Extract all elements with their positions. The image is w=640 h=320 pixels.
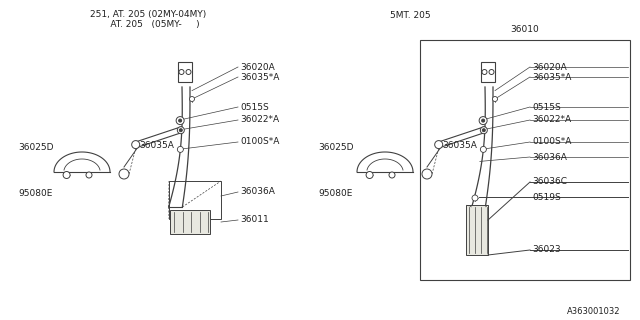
Circle shape <box>435 140 443 148</box>
Circle shape <box>86 172 92 178</box>
Text: 36020A: 36020A <box>532 62 567 71</box>
Text: 0100S*A: 0100S*A <box>240 138 280 147</box>
Text: 36036A: 36036A <box>532 153 567 162</box>
Circle shape <box>422 169 432 179</box>
Circle shape <box>482 69 487 75</box>
Circle shape <box>179 129 182 132</box>
Circle shape <box>493 97 497 101</box>
Circle shape <box>176 116 184 124</box>
Bar <box>170 210 210 234</box>
Circle shape <box>366 172 373 179</box>
Text: 36011: 36011 <box>240 215 269 225</box>
Circle shape <box>189 97 195 101</box>
Text: 36020A: 36020A <box>240 62 275 71</box>
Circle shape <box>177 127 184 134</box>
Text: 36023: 36023 <box>532 245 561 254</box>
Text: 36025D: 36025D <box>318 142 353 151</box>
Circle shape <box>179 119 182 122</box>
Text: AT. 205   (05MY-     ): AT. 205 (05MY- ) <box>96 20 200 28</box>
Circle shape <box>479 116 487 124</box>
Text: 0100S*A: 0100S*A <box>532 138 572 147</box>
Bar <box>178 62 192 82</box>
Circle shape <box>481 147 486 152</box>
Text: 0515S: 0515S <box>240 102 269 111</box>
Circle shape <box>480 127 487 134</box>
Text: 36025D: 36025D <box>18 142 54 151</box>
Circle shape <box>177 147 184 152</box>
Text: 5MT. 205: 5MT. 205 <box>390 11 431 20</box>
Text: 0515S: 0515S <box>532 102 561 111</box>
Text: A363001032: A363001032 <box>566 308 620 316</box>
Circle shape <box>63 172 70 179</box>
Text: 36022*A: 36022*A <box>240 116 279 124</box>
Text: 36035*A: 36035*A <box>532 73 572 82</box>
Text: 36022*A: 36022*A <box>532 116 571 124</box>
Circle shape <box>389 172 395 178</box>
Text: 36036A: 36036A <box>240 188 275 196</box>
Circle shape <box>186 69 191 75</box>
Bar <box>420 40 630 280</box>
Text: 0519S: 0519S <box>532 193 561 202</box>
Circle shape <box>483 129 485 132</box>
Text: 251, AT. 205 (02MY-04MY): 251, AT. 205 (02MY-04MY) <box>90 11 206 20</box>
Text: 36010: 36010 <box>511 26 540 35</box>
Bar <box>481 62 495 82</box>
Circle shape <box>179 69 184 75</box>
Circle shape <box>472 195 478 201</box>
Text: 95080E: 95080E <box>18 189 52 198</box>
Circle shape <box>132 140 140 148</box>
Circle shape <box>489 69 494 75</box>
Bar <box>466 205 488 255</box>
Circle shape <box>119 169 129 179</box>
Text: 95080E: 95080E <box>318 189 353 198</box>
Bar <box>169 181 221 219</box>
Text: 36036C: 36036C <box>532 178 567 187</box>
Circle shape <box>482 119 484 122</box>
Text: 36035A: 36035A <box>442 141 477 150</box>
Text: 36035*A: 36035*A <box>240 73 280 82</box>
Text: 36035A: 36035A <box>139 141 174 150</box>
